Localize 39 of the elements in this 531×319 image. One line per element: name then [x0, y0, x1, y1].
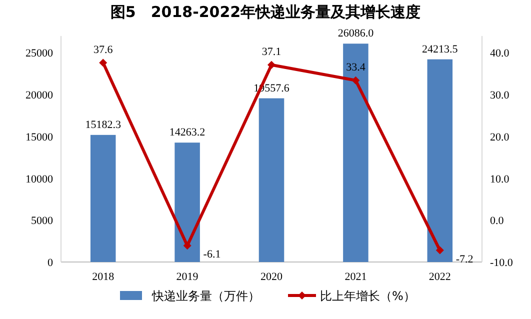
- bar: [343, 44, 368, 262]
- y2-tick-label: 10.0: [490, 173, 510, 186]
- point: [436, 246, 444, 254]
- legend-label: 比上年增长（%）: [320, 289, 416, 303]
- data-label: 26086.0: [338, 28, 374, 40]
- bar: [427, 59, 453, 262]
- data-label: -6.1: [203, 248, 221, 261]
- x-tick-label: 2019: [176, 271, 199, 283]
- y-tick-label: 20000: [26, 90, 54, 102]
- data-label: 33.4: [346, 61, 366, 74]
- x-tick-label: 2018: [92, 271, 115, 283]
- y2-tick-label: 30.0: [490, 90, 510, 102]
- point: [99, 58, 108, 67]
- legend-label: 快递业务量（万件）: [151, 289, 260, 303]
- y2-tick-label: -10.0: [490, 257, 514, 269]
- bar: [90, 134, 116, 262]
- y-tick-label: 0: [48, 257, 54, 269]
- y2-tick-label: 0.0: [490, 215, 504, 228]
- y-tick-label: 25000: [26, 48, 54, 60]
- data-label: 14263.2: [169, 126, 206, 139]
- data-label: 24213.5: [422, 43, 458, 56]
- x-tick-label: 2021: [344, 271, 367, 283]
- chart-title: 图5 2018-2022年快递业务量及其增长速度: [110, 3, 421, 21]
- x-tick-label: 2020: [260, 271, 283, 283]
- data-label: -7.2: [456, 253, 474, 266]
- point: [268, 60, 276, 69]
- point: [352, 76, 360, 84]
- data-label: 15182.3: [85, 118, 122, 131]
- y2-tick-label: 40.0: [490, 48, 510, 60]
- point: [183, 242, 192, 250]
- y-tick-label: 10000: [26, 173, 54, 186]
- x-tick-label: 2022: [428, 271, 451, 283]
- y-tick-label: 15000: [26, 131, 54, 144]
- bar: [258, 98, 284, 262]
- bar: [174, 142, 200, 262]
- data-label: 37.1: [262, 46, 282, 58]
- y2-tick-label: 20.0: [490, 131, 510, 144]
- y-tick-label: 5000: [31, 215, 54, 228]
- data-label: 37.6: [93, 44, 114, 56]
